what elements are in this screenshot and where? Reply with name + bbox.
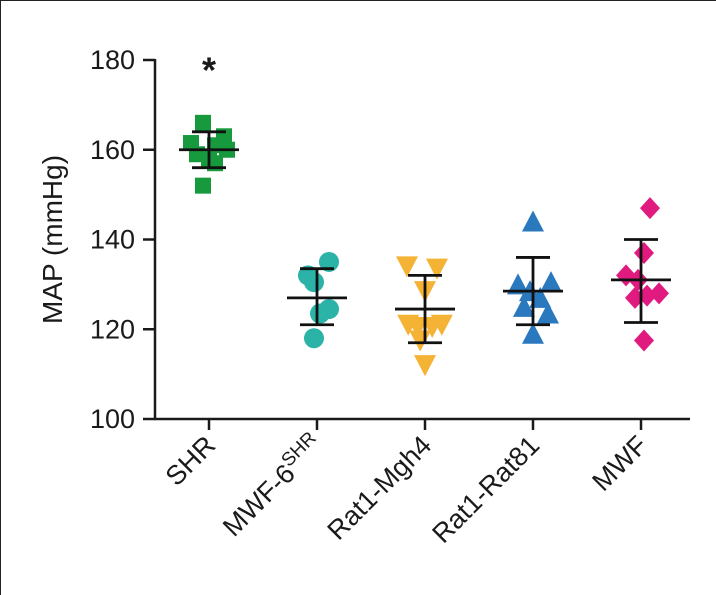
data-point-triangle-up [537, 302, 559, 324]
data-point-triangle-up [513, 295, 535, 317]
data-point-triangle-up [522, 322, 544, 344]
data-point-triangle-down [430, 314, 453, 336]
category-label: Rat1-Rat81 [426, 430, 545, 549]
data-point-triangle-down [414, 355, 436, 377]
data-point-circle [310, 303, 330, 324]
data-point-triangle-up [540, 271, 562, 293]
y-tick-label: 140 [90, 225, 135, 255]
data-point-triangle-up [507, 273, 529, 295]
data-point-triangle-up [522, 210, 544, 232]
y-tick-label: 160 [90, 135, 135, 165]
y-ticks: 100 120 140 160 180 [90, 45, 155, 434]
data-point-square [195, 114, 211, 131]
category-label: SHR [160, 430, 222, 492]
significance-marker: * [202, 49, 216, 90]
data-point-square [195, 177, 211, 194]
error-bars [179, 130, 671, 345]
annotations: * [202, 49, 216, 90]
data-point-diamond [640, 197, 660, 220]
data-point-circle [304, 328, 324, 349]
data-point-triangle-up [529, 286, 552, 308]
data-point-circle [319, 251, 339, 272]
data-point-triangle-down [406, 317, 429, 339]
y-tick-label: 180 [90, 45, 135, 75]
x-tick-label: Rat1-Mgh4 [322, 430, 438, 546]
y-tick-label: 100 [90, 404, 135, 434]
category-label: MWF-6 [217, 458, 301, 542]
data-point-circle [304, 272, 324, 293]
y-axis-title: MAP (mmHg) [37, 155, 68, 324]
y-tick-label: 120 [90, 314, 135, 344]
x-tick-label: MWF-6SHR [215, 428, 329, 542]
x-tick-label: MWF [586, 430, 653, 497]
x-tick-label: SHR [160, 430, 222, 492]
data-point-diamond [634, 241, 654, 264]
data-point-triangle-down [396, 256, 418, 278]
data-points [183, 114, 669, 377]
data-point-triangle-down [409, 330, 432, 352]
data-point-diamond [634, 329, 654, 352]
x-tick-label: Rat1-Rat81 [426, 430, 545, 549]
data-point-triangle-down [426, 258, 448, 280]
category-label: Rat1-Mgh4 [322, 430, 438, 546]
category-label: MWF [586, 430, 653, 497]
